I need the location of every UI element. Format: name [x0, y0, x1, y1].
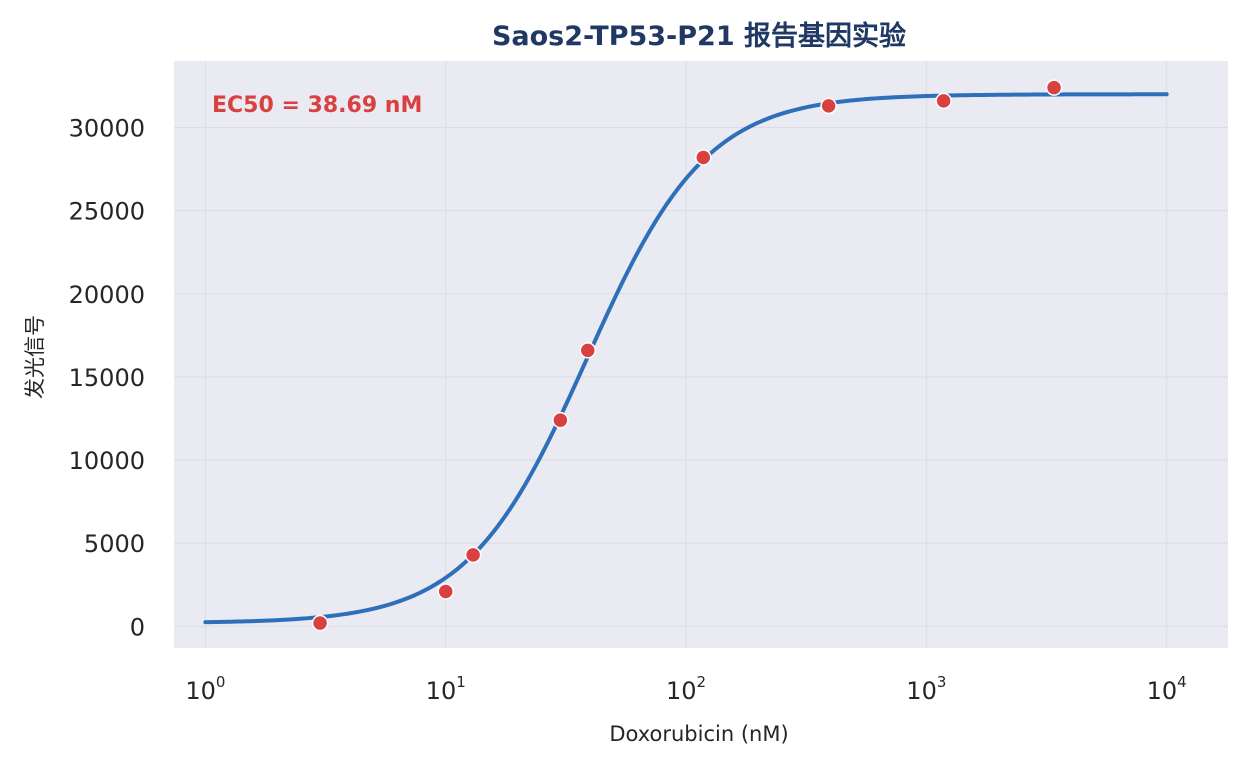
y-tick-label: 5000	[84, 530, 145, 558]
y-tick-label: 25000	[69, 198, 145, 226]
y-tick-label: 20000	[69, 281, 145, 309]
x-tick-base: 10	[185, 677, 216, 705]
data-point	[695, 149, 712, 166]
y-axis-label: 发光信号	[23, 315, 47, 399]
x-tick-label: 103	[906, 673, 946, 705]
grid-lines	[174, 61, 1228, 648]
data-point	[311, 614, 329, 632]
x-tick-exponent: 2	[697, 673, 707, 691]
x-tick-exponent: 4	[1177, 673, 1187, 691]
y-tick-label: 10000	[69, 447, 145, 475]
x-tick-exponent: 3	[937, 673, 947, 691]
data-point	[464, 546, 482, 564]
x-tick-label: 100	[185, 673, 225, 705]
data-points	[311, 79, 1063, 632]
x-tick-exponent: 0	[216, 673, 226, 691]
y-tick-label: 0	[130, 613, 145, 641]
y-tick-label: 30000	[69, 115, 145, 143]
x-tick-base: 10	[906, 677, 937, 705]
x-tick-base: 10	[666, 677, 697, 705]
x-tick-base: 10	[426, 677, 457, 705]
data-point	[935, 92, 952, 110]
y-tick-label: 15000	[69, 364, 145, 392]
data-point	[437, 583, 454, 600]
x-axis-ticks: 100 101 102 103 104	[185, 673, 1186, 705]
x-axis-label: Doxorubicin (nM)	[609, 722, 788, 746]
x-tick-exponent: 1	[456, 673, 466, 691]
y-axis-ticks: 0 5000 10000 15000 20000 25000 30000	[69, 115, 145, 642]
x-tick-base: 10	[1147, 677, 1178, 705]
data-point	[552, 411, 569, 429]
data-point	[820, 97, 837, 115]
x-tick-label: 104	[1147, 673, 1187, 705]
ec50-annotation: EC50 = 38.69 nM	[212, 93, 422, 118]
x-tick-label: 102	[666, 673, 706, 705]
data-point	[579, 342, 597, 359]
x-tick-label: 101	[426, 673, 466, 705]
fit-curve-line	[203, 92, 1169, 625]
chart-title: Saos2-TP53-P21 报告基因实验	[492, 20, 906, 52]
data-point	[1045, 79, 1063, 96]
plot-background	[174, 61, 1228, 648]
